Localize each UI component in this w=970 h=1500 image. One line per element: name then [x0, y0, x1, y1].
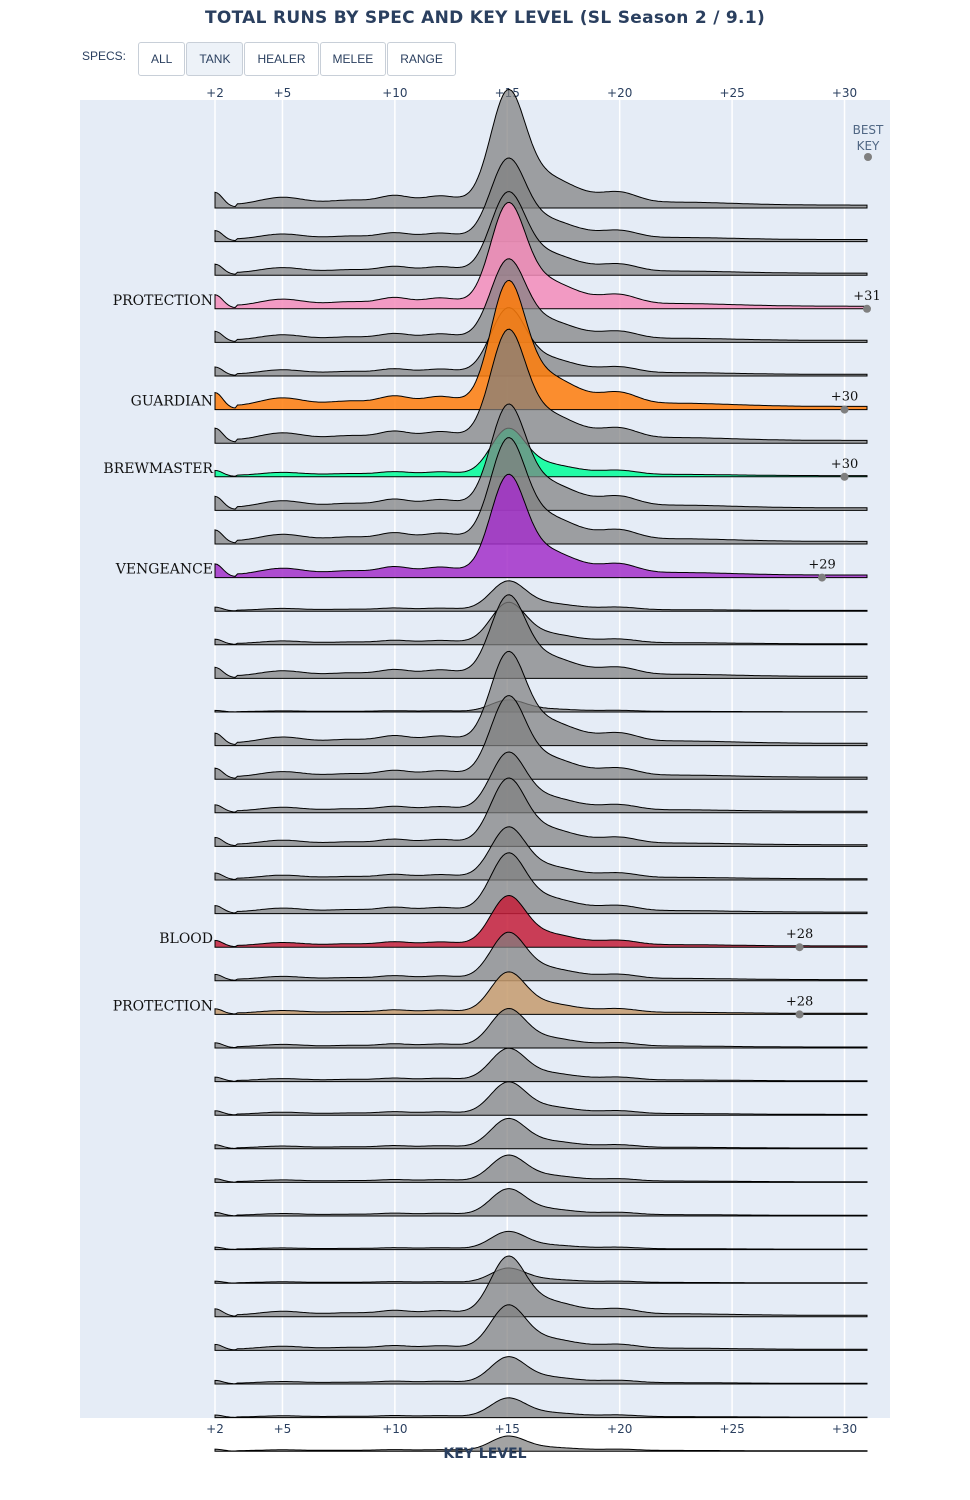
- best-key-label: +30: [831, 457, 858, 472]
- ridge-gray: [214, 1007, 868, 1049]
- ridge-gray: [214, 650, 868, 747]
- x-tick-label-bottom: +15: [495, 1422, 520, 1436]
- x-tick-label-bottom: +2: [206, 1422, 224, 1436]
- best-key-label: +30: [831, 390, 858, 405]
- ridge-guardian: [214, 279, 868, 411]
- best-key-label: +28: [786, 994, 813, 1009]
- x-tick-label-bottom: +25: [719, 1422, 744, 1436]
- x-tick-label-top: +25: [719, 86, 744, 100]
- x-tick-label-bottom: +30: [832, 1422, 857, 1436]
- best-key-marker: [863, 304, 871, 313]
- spec-label: GUARDIAN: [131, 394, 213, 410]
- x-tick-label-top: +5: [274, 86, 292, 100]
- ridge-gray: [214, 931, 868, 982]
- spec-labels: PROTECTION GUARDIAN BREWMASTER VENGEANCE BLO…: [103, 293, 213, 1015]
- ridge-gray: [214, 1230, 868, 1251]
- best-key-markers: +31 +30 +30 +29 +28 +28: [786, 289, 881, 1019]
- best-key-header-line2: KEY: [857, 139, 880, 153]
- ridge-gray: [214, 258, 868, 343]
- x-axis-title: KEY LEVEL: [443, 1446, 527, 1462]
- ridge-gray: [214, 601, 868, 646]
- ridge-gray: [214, 157, 868, 243]
- ridge-gray: [214, 437, 868, 545]
- x-tick-label-top: +30: [832, 86, 857, 100]
- best-key-header-marker: [864, 153, 872, 161]
- ridge-series: [214, 88, 868, 1452]
- spec-label: PROTECTION: [113, 293, 213, 309]
- ridge-protection: [214, 201, 868, 310]
- filter-tank-button[interactable]: TANK: [186, 42, 244, 76]
- best-key-label: +31: [853, 289, 880, 304]
- best-key-marker: [795, 943, 804, 952]
- filter-healer-button[interactable]: HEALER: [244, 42, 319, 76]
- best-key-header-line1: BEST: [853, 123, 884, 137]
- ridge-gray: [214, 1356, 868, 1385]
- x-tick-label-bottom: +20: [607, 1422, 632, 1436]
- ridge-gray: [214, 1304, 868, 1351]
- spec-label: BLOOD: [159, 931, 213, 947]
- ridge-gray: [214, 88, 868, 209]
- ridge-vengeance: [214, 473, 868, 579]
- best-key-marker: [840, 472, 849, 481]
- ridge-brewmaster: [214, 427, 868, 478]
- x-axis-bottom: +2 +5 +10 +15 +20 +25 +30: [206, 1422, 857, 1436]
- ridge-gray: [214, 580, 868, 612]
- ridge-gray: [214, 1435, 868, 1452]
- ridge-gray: [214, 777, 868, 847]
- ridge-gray: [214, 1117, 868, 1150]
- specs-filter-label: SPECS:: [82, 49, 127, 63]
- best-key-marker: [795, 1010, 804, 1019]
- ridge-protection: [214, 971, 868, 1015]
- ridge-gray: [214, 1255, 868, 1318]
- ridge-gray: [214, 751, 868, 814]
- x-tick-label-top: +10: [382, 86, 407, 100]
- x-axis-top: +2+5+10+15+20+25+30: [206, 86, 857, 100]
- filter-melee-button[interactable]: MELEE: [319, 42, 387, 76]
- spec-label: VENGEANCE: [115, 562, 213, 578]
- ridge-gray: [214, 852, 868, 915]
- ridge-gray: [214, 1047, 868, 1083]
- ridge-gray: [214, 328, 868, 444]
- ridge-gray: [214, 1081, 868, 1116]
- ridge-gray: [214, 403, 868, 511]
- ridge-gray: [214, 594, 868, 679]
- spec-label: BREWMASTER: [103, 461, 213, 477]
- spec-label: PROTECTION: [113, 998, 213, 1014]
- ridge-gray: [214, 191, 868, 276]
- best-key-marker: [818, 573, 827, 582]
- ridge-gray: [214, 1397, 868, 1419]
- ridge-gray: [214, 826, 868, 881]
- ridge-gray: [214, 1267, 868, 1284]
- x-tick-label-bottom: +10: [382, 1422, 407, 1436]
- specs-filter-buttons: ALL TANK HEALER MELEE RANGE: [138, 42, 457, 76]
- x-tick-label-top: +2: [206, 86, 224, 100]
- best-key-label: +29: [808, 558, 835, 573]
- best-key-label: +28: [786, 927, 813, 942]
- filter-all-button[interactable]: ALL: [138, 42, 186, 76]
- chart-title: TOTAL RUNS BY SPEC AND KEY LEVEL (SL Sea…: [204, 8, 766, 28]
- x-tick-label-top: +20: [607, 86, 632, 100]
- best-key-marker: [840, 405, 849, 414]
- x-tick-label-bottom: +5: [274, 1422, 292, 1436]
- ridge-gray: [214, 695, 868, 780]
- filter-range-button[interactable]: RANGE: [387, 42, 456, 76]
- ridge-gray: [214, 1188, 868, 1217]
- ridge-blood: [214, 894, 868, 948]
- ridge-gray: [214, 1154, 868, 1183]
